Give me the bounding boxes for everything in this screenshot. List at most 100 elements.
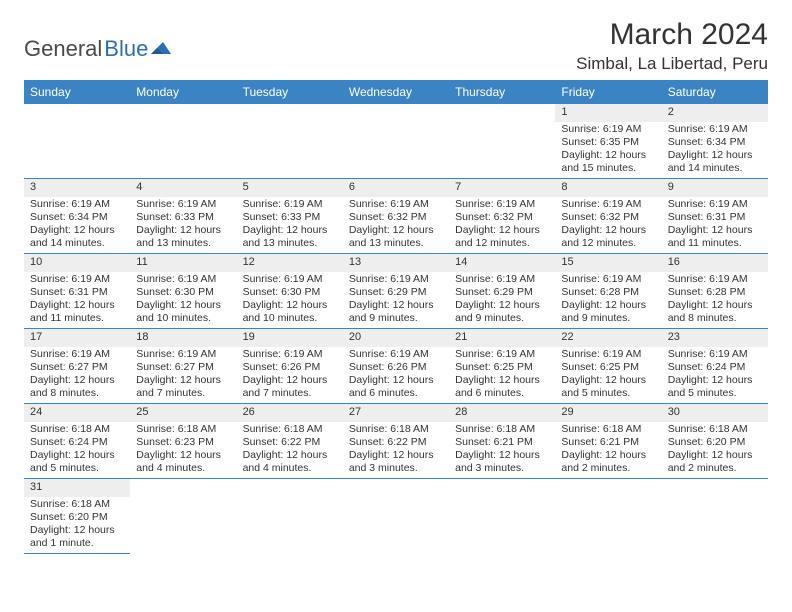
day-number: 19 — [237, 329, 343, 347]
calendar-week-row: 17Sunrise: 6:19 AMSunset: 6:27 PMDayligh… — [24, 329, 768, 404]
daylight-text: Daylight: 12 hours and 6 minutes. — [455, 374, 549, 400]
sunrise-text: Sunrise: 6:19 AM — [668, 198, 762, 211]
calendar-day-cell — [555, 479, 661, 554]
day-number: 27 — [343, 404, 449, 422]
day-number: 12 — [237, 254, 343, 272]
calendar-day-cell: 19Sunrise: 6:19 AMSunset: 6:26 PMDayligh… — [237, 329, 343, 404]
sunset-text: Sunset: 6:31 PM — [668, 211, 762, 224]
day-number: 6 — [343, 179, 449, 197]
calendar-week-row: 31Sunrise: 6:18 AMSunset: 6:20 PMDayligh… — [24, 479, 768, 554]
sunrise-text: Sunrise: 6:19 AM — [243, 198, 337, 211]
sunrise-text: Sunrise: 6:19 AM — [349, 273, 443, 286]
calendar-page: General Blue March 2024 Simbal, La Liber… — [0, 0, 792, 572]
day-number: 7 — [449, 179, 555, 197]
day-content: Sunrise: 6:18 AMSunset: 6:21 PMDaylight:… — [555, 422, 661, 478]
sunrise-text: Sunrise: 6:19 AM — [455, 348, 549, 361]
calendar-week-row: 10Sunrise: 6:19 AMSunset: 6:31 PMDayligh… — [24, 254, 768, 329]
sunset-text: Sunset: 6:24 PM — [668, 361, 762, 374]
weekday-friday: Friday — [555, 80, 661, 104]
day-number: 5 — [237, 179, 343, 197]
day-number: 10 — [24, 254, 130, 272]
daylight-text: Daylight: 12 hours and 9 minutes. — [349, 299, 443, 325]
daylight-text: Daylight: 12 hours and 10 minutes. — [243, 299, 337, 325]
calendar-day-cell: 21Sunrise: 6:19 AMSunset: 6:25 PMDayligh… — [449, 329, 555, 404]
calendar-day-cell: 28Sunrise: 6:18 AMSunset: 6:21 PMDayligh… — [449, 404, 555, 479]
calendar-day-cell: 20Sunrise: 6:19 AMSunset: 6:26 PMDayligh… — [343, 329, 449, 404]
day-number: 22 — [555, 329, 661, 347]
day-number: 29 — [555, 404, 661, 422]
day-content: Sunrise: 6:19 AMSunset: 6:33 PMDaylight:… — [237, 197, 343, 253]
weekday-sunday: Sunday — [24, 80, 130, 104]
day-number: 24 — [24, 404, 130, 422]
sunrise-text: Sunrise: 6:19 AM — [668, 273, 762, 286]
calendar-day-cell: 26Sunrise: 6:18 AMSunset: 6:22 PMDayligh… — [237, 404, 343, 479]
title-block: March 2024 Simbal, La Libertad, Peru — [576, 18, 768, 74]
day-content: Sunrise: 6:19 AMSunset: 6:31 PMDaylight:… — [24, 272, 130, 328]
sunrise-text: Sunrise: 6:19 AM — [561, 348, 655, 361]
calendar-day-cell: 14Sunrise: 6:19 AMSunset: 6:29 PMDayligh… — [449, 254, 555, 329]
calendar-day-cell — [449, 104, 555, 179]
sunrise-text: Sunrise: 6:19 AM — [561, 273, 655, 286]
sunset-text: Sunset: 6:25 PM — [561, 361, 655, 374]
daylight-text: Daylight: 12 hours and 9 minutes. — [455, 299, 549, 325]
day-number: 21 — [449, 329, 555, 347]
sunrise-text: Sunrise: 6:19 AM — [668, 123, 762, 136]
sunset-text: Sunset: 6:22 PM — [243, 436, 337, 449]
day-content: Sunrise: 6:19 AMSunset: 6:26 PMDaylight:… — [237, 347, 343, 403]
daylight-text: Daylight: 12 hours and 7 minutes. — [243, 374, 337, 400]
day-content: Sunrise: 6:19 AMSunset: 6:29 PMDaylight:… — [449, 272, 555, 328]
sunset-text: Sunset: 6:29 PM — [455, 286, 549, 299]
daylight-text: Daylight: 12 hours and 9 minutes. — [561, 299, 655, 325]
sunset-text: Sunset: 6:32 PM — [455, 211, 549, 224]
month-title: March 2024 — [576, 18, 768, 52]
logo-text-blue: Blue — [104, 36, 148, 62]
calendar-day-cell — [449, 479, 555, 554]
calendar-day-cell: 3Sunrise: 6:19 AMSunset: 6:34 PMDaylight… — [24, 179, 130, 254]
weekday-wednesday: Wednesday — [343, 80, 449, 104]
sunset-text: Sunset: 6:23 PM — [136, 436, 230, 449]
daylight-text: Daylight: 12 hours and 3 minutes. — [455, 449, 549, 475]
calendar-day-cell: 25Sunrise: 6:18 AMSunset: 6:23 PMDayligh… — [130, 404, 236, 479]
weekday-monday: Monday — [130, 80, 236, 104]
calendar-table: Sunday Monday Tuesday Wednesday Thursday… — [24, 80, 768, 554]
day-number: 17 — [24, 329, 130, 347]
day-number: 28 — [449, 404, 555, 422]
day-content: Sunrise: 6:19 AMSunset: 6:32 PMDaylight:… — [449, 197, 555, 253]
day-content: Sunrise: 6:19 AMSunset: 6:25 PMDaylight:… — [555, 347, 661, 403]
logo: General Blue — [24, 36, 171, 62]
daylight-text: Daylight: 12 hours and 10 minutes. — [136, 299, 230, 325]
calendar-day-cell: 18Sunrise: 6:19 AMSunset: 6:27 PMDayligh… — [130, 329, 236, 404]
day-content: Sunrise: 6:19 AMSunset: 6:28 PMDaylight:… — [662, 272, 768, 328]
sunset-text: Sunset: 6:26 PM — [243, 361, 337, 374]
sunrise-text: Sunrise: 6:19 AM — [136, 198, 230, 211]
logo-text-general: General — [24, 36, 102, 62]
calendar-day-cell — [343, 104, 449, 179]
sunset-text: Sunset: 6:25 PM — [455, 361, 549, 374]
sunrise-text: Sunrise: 6:19 AM — [349, 348, 443, 361]
calendar-week-row: 24Sunrise: 6:18 AMSunset: 6:24 PMDayligh… — [24, 404, 768, 479]
day-content: Sunrise: 6:19 AMSunset: 6:30 PMDaylight:… — [130, 272, 236, 328]
daylight-text: Daylight: 12 hours and 8 minutes. — [668, 299, 762, 325]
calendar-day-cell: 12Sunrise: 6:19 AMSunset: 6:30 PMDayligh… — [237, 254, 343, 329]
day-number: 2 — [662, 104, 768, 122]
daylight-text: Daylight: 12 hours and 13 minutes. — [243, 224, 337, 250]
sunrise-text: Sunrise: 6:19 AM — [668, 348, 762, 361]
weekday-saturday: Saturday — [662, 80, 768, 104]
sunset-text: Sunset: 6:20 PM — [30, 511, 124, 524]
sunset-text: Sunset: 6:32 PM — [349, 211, 443, 224]
sunset-text: Sunset: 6:33 PM — [136, 211, 230, 224]
day-number: 11 — [130, 254, 236, 272]
day-number: 9 — [662, 179, 768, 197]
calendar-week-row: 3Sunrise: 6:19 AMSunset: 6:34 PMDaylight… — [24, 179, 768, 254]
location: Simbal, La Libertad, Peru — [576, 54, 768, 74]
sunset-text: Sunset: 6:22 PM — [349, 436, 443, 449]
day-content: Sunrise: 6:19 AMSunset: 6:32 PMDaylight:… — [555, 197, 661, 253]
daylight-text: Daylight: 12 hours and 11 minutes. — [668, 224, 762, 250]
calendar-day-cell: 30Sunrise: 6:18 AMSunset: 6:20 PMDayligh… — [662, 404, 768, 479]
calendar-day-cell: 22Sunrise: 6:19 AMSunset: 6:25 PMDayligh… — [555, 329, 661, 404]
daylight-text: Daylight: 12 hours and 14 minutes. — [668, 149, 762, 175]
sunrise-text: Sunrise: 6:19 AM — [30, 198, 124, 211]
sunrise-text: Sunrise: 6:18 AM — [243, 423, 337, 436]
sunrise-text: Sunrise: 6:19 AM — [30, 348, 124, 361]
sunset-text: Sunset: 6:35 PM — [561, 136, 655, 149]
